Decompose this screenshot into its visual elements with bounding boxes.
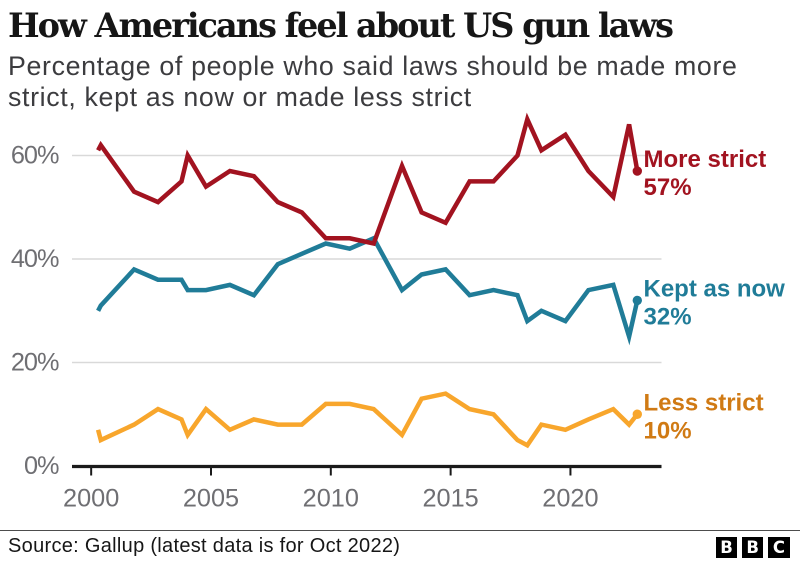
y-tick-label-20: 20% (11, 349, 59, 377)
footer-divider (0, 530, 800, 532)
end-dot-less-strict (632, 409, 642, 419)
end-dot-kept-as-now (632, 295, 642, 306)
end-label-name-kept-as-now: Kept as now (644, 275, 786, 302)
x-tick-label-2015: 2015 (422, 484, 478, 512)
end-label-value-more-strict: 57% (644, 174, 692, 201)
end-label-name-less-strict: Less strict (644, 389, 764, 416)
x-tick-label-2010: 2010 (303, 484, 359, 512)
x-tick-label-2000: 2000 (63, 484, 119, 512)
series-line-less-strict (95, 391, 640, 449)
x-tick-label-2005: 2005 (183, 484, 239, 512)
series-line-kept-as-now (96, 235, 640, 346)
bbc-logo-block-2: B (742, 536, 764, 559)
chart-title: How Americans feel about US gun laws (8, 5, 674, 45)
x-tick-label-2020: 2020 (542, 484, 598, 512)
end-label-name-more-strict: More strict (644, 146, 767, 173)
end-dot-more-strict (632, 166, 642, 176)
series-line-more-strict (96, 112, 640, 247)
bbc-logo-block-1: B (715, 536, 738, 559)
end-label-value-kept-as-now: 32% (644, 303, 692, 330)
y-tick-label-60: 60% (11, 142, 59, 170)
chart-subtitle: Percentage of people who said laws shoul… (8, 51, 738, 112)
y-tick-label-0: 0% (24, 452, 59, 480)
end-label-value-less-strict: 10% (644, 417, 692, 444)
bbc-logo-block-3: C (768, 536, 790, 559)
source-note: Source: Gallup (latest data is for Oct 2… (8, 535, 401, 557)
y-tick-label-40: 40% (11, 245, 59, 273)
